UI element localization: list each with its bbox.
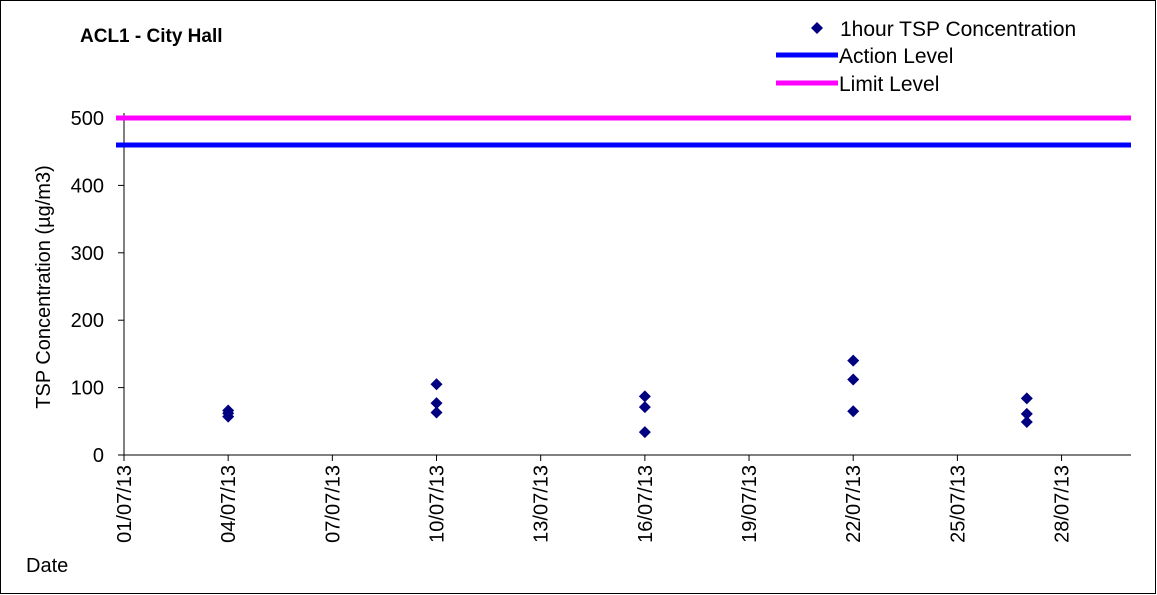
data-point — [222, 410, 235, 423]
data-point — [847, 405, 860, 418]
data-point — [847, 373, 860, 386]
data-point — [847, 354, 860, 367]
axes: 0 100 200 300 400 500 01/07/13 04/07/13 07/07/13… — [71, 108, 1131, 543]
x-tick-label: 25/07/13 — [947, 465, 969, 543]
x-tick-label: 16/07/13 — [635, 465, 657, 543]
data-point — [1020, 407, 1033, 420]
data-points — [222, 354, 1033, 439]
x-tick-label: 13/07/13 — [531, 465, 553, 543]
legend-label: 1hour TSP Concentration — [840, 18, 1076, 41]
data-point — [1020, 392, 1033, 405]
y-tick-label: 300 — [71, 243, 104, 265]
legend-label: Action Level — [839, 45, 953, 68]
x-tick-label: 22/07/13 — [843, 465, 865, 543]
data-point — [430, 406, 443, 419]
x-tick-label: 10/07/13 — [427, 465, 449, 543]
legend: 1hour TSP Concentration Action Level Limit… — [776, 18, 1076, 96]
data-point — [638, 390, 651, 403]
x-tick-label: 28/07/13 — [1052, 465, 1074, 543]
y-tick-label: 0 — [93, 445, 104, 467]
x-tick-label: 07/07/13 — [322, 465, 344, 543]
y-tick-label: 200 — [71, 310, 104, 332]
data-point — [638, 401, 651, 414]
data-point — [638, 426, 651, 439]
legend-label: Limit Level — [839, 73, 939, 96]
y-tick-label: 100 — [71, 378, 104, 400]
data-point — [430, 397, 443, 410]
chart-title: ACL1 - City Hall — [80, 26, 223, 47]
y-tick-label: 400 — [71, 175, 104, 197]
y-axis-label: TSP Concentration (µg/m3) — [33, 165, 55, 408]
level-lines — [116, 115, 1131, 148]
y-tick-label: 500 — [71, 108, 104, 130]
x-tick-label: 01/07/13 — [114, 465, 136, 543]
data-point — [430, 378, 443, 391]
legend-marker — [811, 22, 823, 34]
data-point — [1020, 415, 1033, 428]
x-axis-label: Date — [26, 555, 68, 577]
x-tick-label: 19/07/13 — [739, 465, 761, 543]
x-tick-label: 04/07/13 — [218, 465, 240, 543]
